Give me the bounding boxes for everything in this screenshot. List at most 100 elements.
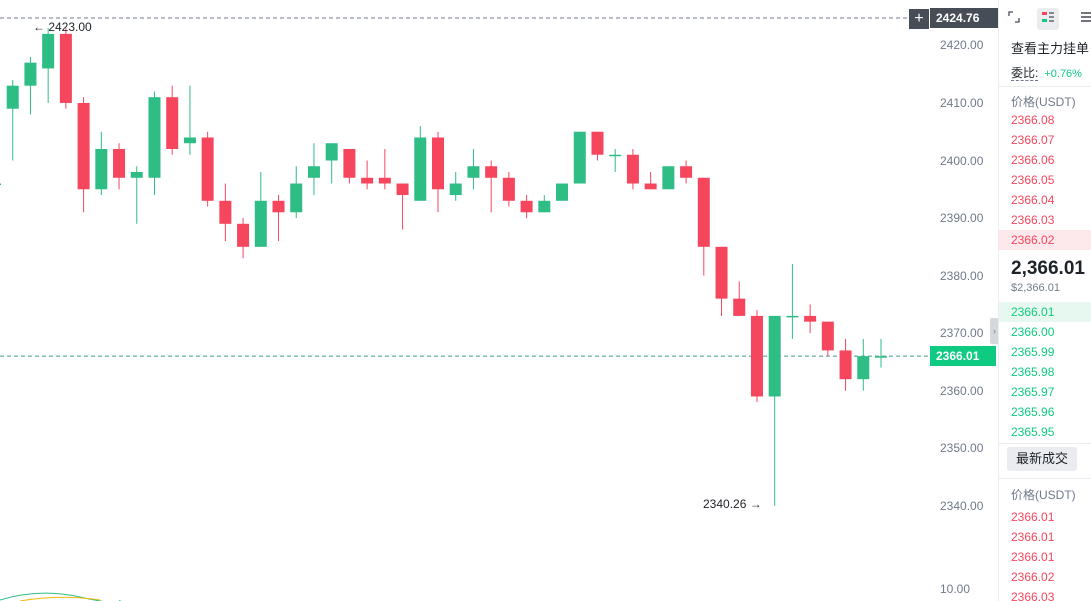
candle: [6, 79, 19, 161]
candlestick-chart[interactable]: ← 2423.00 2340.26 → +: [0, 0, 930, 601]
bid-price: 2366.00: [1011, 325, 1055, 339]
list-icon[interactable]: [1075, 8, 1091, 30]
bid-row[interactable]: 2365.99: [999, 342, 1091, 362]
orderbook-panel: 查看主力挂单 委比: +0.76% 价格(USDT) 2366.08 2366.0…: [999, 0, 1091, 601]
candle: [768, 315, 781, 506]
price-axis[interactable]: 2424.76 2420.00 2410.00 2400.00 2390.00 …: [930, 0, 998, 601]
candle: [520, 195, 533, 219]
candle: [538, 195, 551, 213]
ask-row[interactable]: 2366.04: [999, 190, 1091, 210]
divider: [999, 86, 1091, 87]
candle: [715, 246, 728, 316]
candle: [591, 131, 604, 161]
candle-body: [591, 131, 604, 155]
price-tag-top: 2424.76: [930, 8, 998, 28]
bid-ask-ratio: 委比: +0.76%: [1011, 64, 1082, 81]
axis-tick: 2350.00: [940, 441, 984, 456]
candle: [166, 85, 179, 155]
bid-row[interactable]: 2365.96: [999, 402, 1091, 422]
trade-price: 2366.01: [1011, 530, 1055, 544]
candle-body: [42, 33, 55, 69]
ratio-value: +0.76%: [1044, 68, 1082, 80]
trade-price: 2366.02: [1011, 570, 1055, 584]
candle-body: [467, 166, 480, 178]
candle-body: [626, 154, 639, 184]
bid-row[interactable]: 2365.98: [999, 362, 1091, 382]
candle-body: [166, 97, 179, 149]
candle-body: [361, 177, 374, 184]
candle-body: [821, 321, 834, 351]
candle-body: [77, 102, 90, 190]
candle-body: [237, 223, 250, 247]
candle-body: [804, 315, 817, 322]
bid-price: 2365.97: [1011, 385, 1055, 399]
candle: [201, 131, 214, 207]
ask-row[interactable]: 2366.05: [999, 170, 1091, 190]
candle: [839, 338, 852, 391]
ask-price: 2366.04: [1011, 193, 1055, 207]
divider: [999, 443, 1091, 444]
ask-row[interactable]: 2366.06: [999, 150, 1091, 170]
candle-body: [857, 356, 870, 380]
candle: [24, 56, 37, 115]
candle-body: [538, 200, 551, 213]
candle-body: [6, 85, 19, 109]
ask-price: 2366.07: [1011, 133, 1055, 147]
candle-body: [325, 143, 338, 161]
ask-row[interactable]: 2366.03: [999, 210, 1091, 230]
axis-tick: 2380.00: [940, 268, 984, 283]
candle-body: [839, 350, 852, 380]
ask-price: 2366.08: [1011, 113, 1055, 127]
bid-row[interactable]: 2365.97: [999, 382, 1091, 402]
volume-ma-line: [19, 596, 101, 601]
candle-body: [24, 62, 37, 86]
candle-body: [254, 200, 267, 247]
candle-body: [502, 177, 515, 201]
ask-price: 2366.05: [1011, 173, 1055, 187]
candle-body: [0, 183, 1, 186]
candle: [432, 131, 444, 213]
panel-divider: [998, 0, 999, 601]
candle: [875, 338, 887, 368]
candle: [272, 195, 285, 242]
bid-row[interactable]: 2365.95: [999, 422, 1091, 442]
axis-tick: 2420.00: [940, 38, 984, 53]
volume-axis-tick: 10.00: [940, 582, 971, 596]
candle: [183, 85, 196, 155]
chart-canvas[interactable]: [0, 0, 930, 601]
add-price-line-button[interactable]: +: [909, 9, 930, 29]
orderbook-layout-icon[interactable]: [1037, 8, 1059, 30]
ask-row[interactable]: 2366.07: [999, 130, 1091, 150]
ask-price: 2366.03: [1011, 213, 1055, 227]
trades-price-header: 价格(USDT): [1011, 488, 1076, 502]
view-main-orders-title[interactable]: 查看主力挂单: [1011, 41, 1090, 56]
candle: [148, 91, 161, 196]
candle: [750, 310, 763, 403]
candle: [502, 172, 515, 207]
latest-trades-button[interactable]: 最新成交: [1007, 447, 1077, 471]
candle: [786, 264, 799, 339]
candle-body: [183, 137, 196, 144]
divider: [999, 478, 1091, 479]
candle: [95, 131, 108, 196]
candle: [307, 143, 320, 196]
axis-tick: 2370.00: [940, 326, 984, 341]
bid-row[interactable]: 2366.00: [999, 322, 1091, 342]
bid-row[interactable]: 2366.01: [999, 302, 1091, 322]
ask-row[interactable]: 2366.02: [999, 230, 1091, 250]
mid-price: 2,366.01: [1011, 258, 1085, 279]
volume-ma-line: [0, 592, 121, 601]
candle: [485, 160, 498, 213]
candle: [343, 148, 356, 184]
expand-icon[interactable]: [1003, 8, 1025, 30]
candle-body: [449, 183, 462, 196]
candle-body: [290, 183, 303, 213]
trade-price: 2366.01: [1011, 550, 1055, 564]
collapse-panel-handle[interactable]: ›: [990, 318, 999, 344]
candle: [644, 172, 657, 190]
ask-price: 2366.02: [1011, 233, 1055, 247]
ask-row[interactable]: 2366.08: [999, 110, 1091, 130]
trade-price: 2366.03: [1011, 590, 1055, 601]
candle-body: [307, 166, 320, 178]
low-price-label: 2340.26 →: [703, 497, 762, 512]
